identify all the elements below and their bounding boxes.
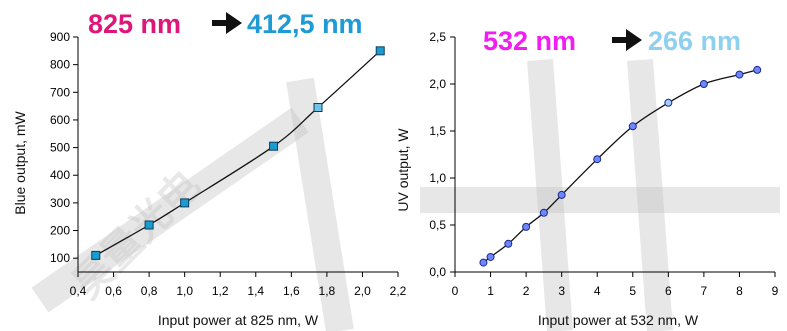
x-tick-label: 8 — [736, 284, 743, 298]
arrow-shape — [612, 29, 642, 51]
data-point — [539, 208, 548, 217]
series-line — [483, 69, 758, 264]
x-tick-label: 5 — [629, 284, 636, 298]
watermark-stroke — [31, 107, 309, 313]
arrow-icon — [612, 29, 642, 51]
x-tick-label: 4 — [594, 284, 601, 298]
x-tick-label: 2,0 — [354, 284, 371, 298]
x-tick-label: 0,8 — [141, 284, 158, 298]
series — [91, 46, 385, 260]
tick-labels: 0,4 0,6 0,8 1,0 1,2 1,4 1,6 1,8 2,0 2,2 100 200 300 4… — [50, 30, 407, 298]
x-tick-label: 2 — [523, 284, 530, 298]
data-point — [269, 141, 279, 151]
y-axis-label: Blue output, mW — [12, 110, 28, 214]
x-tick-label: 1,6 — [283, 284, 300, 298]
watermark-stroke — [627, 59, 673, 331]
y-tick-label: 700 — [50, 85, 70, 99]
x-tick-label: 9 — [772, 284, 779, 298]
data-point — [664, 98, 673, 107]
data-point — [699, 80, 708, 88]
panel-uv-output: 532 nm 266 nm 0 1 2 3 4 5 6 7 8 9 0,0 0,5 1,0 1,5 2,0 2… — [395, 26, 779, 328]
y-tick-label: 1,0 — [429, 171, 446, 185]
data-point — [144, 220, 154, 230]
y-tick-label: 1,5 — [429, 124, 446, 138]
x-tick-label: 6 — [665, 284, 672, 298]
data-point — [479, 258, 488, 267]
arrow-icon — [212, 12, 242, 34]
panel-blue-output: 825 nm 412,5 nm 0,4 0,6 0,8 1,0 1,2 1,4 1,6 1,8… — [12, 9, 407, 328]
series — [479, 65, 762, 267]
chart-title-target: 412,5 nm — [247, 9, 363, 39]
chart-title-source: 532 nm — [483, 26, 576, 56]
data-point — [486, 252, 495, 261]
tick-labels: 0 1 2 3 4 5 6 7 8 9 0,0 0,5 1,0 1,5 2,0 2,5 — [429, 30, 778, 298]
y-tick-label: 2,5 — [429, 30, 446, 44]
x-tick-label: 2,2 — [390, 284, 407, 298]
axes — [450, 36, 776, 277]
x-tick-label: 1,4 — [247, 284, 264, 298]
arrow-shape — [212, 12, 242, 34]
y-axis-label: UV output, W — [395, 128, 411, 212]
x-tick-label: 0,4 — [70, 284, 87, 298]
data-point — [180, 198, 190, 208]
x-tick-label: 1,8 — [319, 284, 336, 298]
x-tick-label: 0 — [452, 284, 459, 298]
data-point — [522, 222, 531, 231]
x-axis-label: Input power at 532 nm, W — [538, 312, 699, 328]
y-tick-label: 800 — [50, 58, 70, 72]
y-tick-label: 200 — [50, 224, 70, 238]
data-point — [557, 190, 566, 199]
data-point — [375, 46, 385, 56]
axes — [73, 36, 399, 277]
data-point — [504, 239, 513, 248]
y-tick-label: 600 — [50, 113, 70, 127]
data-point — [628, 122, 637, 131]
y-tick-label: 900 — [50, 30, 70, 44]
y-tick-label: 300 — [50, 196, 70, 210]
x-tick-label: 1,2 — [212, 284, 229, 298]
x-axis-label: Input power at 825 nm, W — [158, 312, 319, 328]
chart-title-source: 825 nm — [88, 9, 181, 39]
x-tick-label: 1,0 — [176, 284, 193, 298]
y-tick-label: 500 — [50, 141, 70, 155]
watermark-stroke — [286, 77, 354, 331]
x-tick-label: 1 — [487, 284, 494, 298]
data-point — [593, 155, 602, 164]
y-tick-label: 0,5 — [429, 218, 446, 232]
data-point — [735, 70, 744, 79]
chart-title-target: 266 nm — [648, 26, 741, 56]
y-tick-label: 100 — [50, 251, 70, 265]
y-tick-label: 0,0 — [429, 265, 446, 279]
x-tick-label: 0,6 — [105, 284, 122, 298]
y-tick-label: 400 — [50, 168, 70, 182]
x-tick-label: 7 — [701, 284, 708, 298]
data-point — [753, 65, 762, 74]
y-tick-label: 2,0 — [429, 77, 446, 91]
data-point — [313, 103, 323, 112]
data-point — [91, 250, 101, 260]
watermark-stroke — [527, 59, 573, 331]
x-tick-label: 3 — [558, 284, 565, 298]
